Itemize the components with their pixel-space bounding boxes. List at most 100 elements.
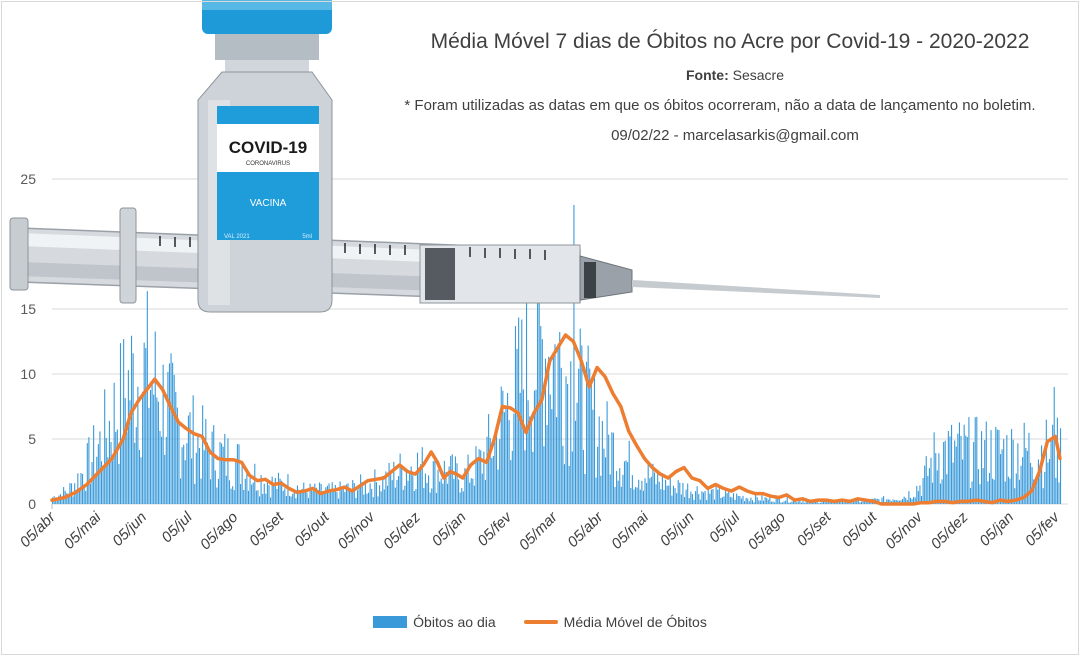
daily-bar [902, 499, 904, 504]
daily-bar [418, 468, 420, 504]
daily-bar [541, 339, 543, 504]
daily-bar [129, 400, 131, 504]
daily-bar [552, 352, 554, 504]
daily-bar [914, 497, 916, 504]
daily-bar [333, 488, 335, 504]
daily-bar [172, 362, 174, 504]
daily-bar [701, 491, 703, 504]
daily-bar [720, 498, 722, 504]
daily-bar [421, 447, 423, 504]
daily-bar [1045, 419, 1047, 504]
vial-sublabel: CORONAVIRUS [246, 161, 290, 167]
daily-bar [295, 498, 297, 504]
daily-bar [691, 494, 693, 504]
daily-bar [570, 361, 572, 504]
x-tick-label: 05/nov [334, 508, 379, 553]
daily-bar [573, 205, 575, 504]
daily-bar [943, 442, 945, 504]
daily-bar [157, 401, 159, 504]
daily-bar [1058, 482, 1060, 504]
daily-bar [382, 475, 384, 504]
daily-bar [238, 444, 240, 504]
daily-bar [769, 496, 771, 504]
daily-bar [94, 475, 96, 504]
moving-average-series [50, 333, 1062, 506]
daily-bar [472, 478, 474, 504]
daily-bar [249, 478, 251, 504]
daily-bar [192, 395, 194, 504]
daily-bar [933, 432, 935, 504]
daily-bar [958, 422, 960, 504]
daily-bar [446, 483, 449, 504]
daily-bar [860, 501, 863, 504]
daily-bar [579, 328, 581, 504]
daily-bar [304, 490, 306, 504]
daily-bar [546, 425, 548, 504]
daily-bar [777, 496, 779, 504]
daily-bar [1029, 462, 1032, 504]
daily-bar [753, 502, 755, 504]
daily-bar [143, 342, 145, 504]
daily-bar [232, 486, 234, 504]
daily-bar [154, 331, 156, 504]
daily-bar [868, 501, 870, 504]
daily-bar [235, 460, 237, 504]
daily-bar [683, 497, 686, 504]
daily-bar [1001, 449, 1003, 504]
daily-bar [241, 465, 243, 504]
daily-bar [935, 453, 937, 504]
daily-bar [729, 496, 731, 504]
daily-bar [413, 491, 415, 504]
daily-bar [224, 433, 226, 504]
daily-bar [527, 400, 529, 504]
daily-bar [672, 485, 675, 504]
daily-bar [549, 394, 551, 504]
daily-bar [110, 442, 112, 504]
daily-bar [209, 479, 212, 504]
daily-bar [372, 497, 374, 504]
daily-bar [693, 499, 695, 504]
daily-bar [464, 468, 466, 504]
daily-bar [1055, 477, 1057, 504]
daily-bar [78, 490, 80, 504]
daily-bar [1011, 428, 1013, 504]
daily-bar [755, 494, 757, 504]
daily-bar [404, 485, 406, 504]
daily-bar [102, 468, 104, 504]
daily-bar [679, 482, 681, 504]
daily-bar [134, 442, 136, 504]
daily-bar [993, 479, 995, 504]
daily-bar [611, 432, 613, 504]
x-tick-label: 05/fev [474, 508, 516, 550]
daily-bar [762, 500, 765, 504]
daily-bar [941, 479, 943, 504]
daily-bar [364, 480, 366, 504]
daily-bar [999, 454, 1002, 504]
daily-bar [450, 455, 452, 504]
daily-bar [66, 493, 68, 504]
daily-bar [598, 416, 600, 504]
daily-bar [301, 488, 303, 504]
daily-bar [544, 358, 547, 504]
daily-bar [657, 471, 659, 504]
daily-bar [522, 389, 524, 504]
daily-bar [586, 361, 588, 504]
daily-bar [483, 451, 485, 504]
daily-bar [410, 466, 412, 504]
daily-bar [742, 495, 744, 504]
daily-bar [965, 435, 967, 504]
daily-bar [791, 501, 793, 504]
daily-bar [748, 501, 750, 504]
daily-bar [819, 502, 821, 504]
daily-bar [407, 480, 409, 504]
daily-bar [263, 483, 265, 504]
daily-bar [1034, 479, 1036, 504]
daily-bar [1022, 457, 1024, 504]
daily-bar [647, 463, 649, 504]
daily-bar [987, 481, 989, 504]
daily-bar [574, 420, 577, 504]
daily-bar [540, 326, 542, 504]
daily-bar [680, 494, 682, 504]
daily-bar [661, 473, 663, 504]
x-tick-label: 05/out [839, 508, 881, 550]
